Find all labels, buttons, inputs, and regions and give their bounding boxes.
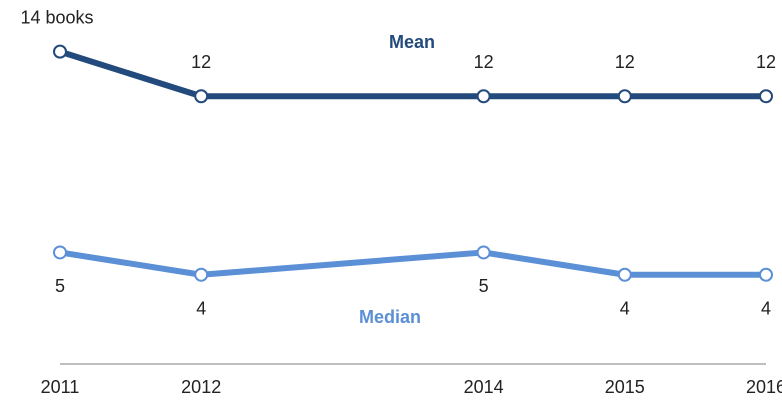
marker (53, 245, 67, 260)
data-label: 4 (196, 299, 206, 319)
marker (759, 267, 773, 282)
data-label: 4 (620, 299, 630, 319)
data-label: 12 (615, 52, 635, 72)
line (59, 249, 766, 278)
x-tick-label: 2014 (464, 377, 504, 397)
data-label: 12 (756, 52, 776, 72)
data-label: 5 (479, 276, 489, 296)
marker (617, 267, 632, 282)
line (59, 48, 766, 100)
marker (194, 267, 209, 282)
data-label: 14 books (20, 7, 93, 27)
marker (53, 44, 67, 59)
x-tick-label: 2011 (41, 377, 80, 397)
data-label: 12 (191, 52, 211, 72)
data-label: 4 (761, 299, 771, 319)
x-tick-label: 2015 (605, 377, 645, 397)
data-label: 5 (55, 276, 65, 296)
marker (194, 89, 209, 104)
marker (617, 89, 632, 104)
marker (476, 245, 491, 260)
x-tick-label: 2012 (181, 377, 221, 397)
marker (476, 89, 491, 104)
series-label: Median (359, 307, 421, 327)
data-label: 12 (474, 52, 494, 72)
marker (759, 89, 773, 104)
x-tick-label: 2016 (746, 377, 782, 397)
series-label: Mean (389, 32, 435, 52)
